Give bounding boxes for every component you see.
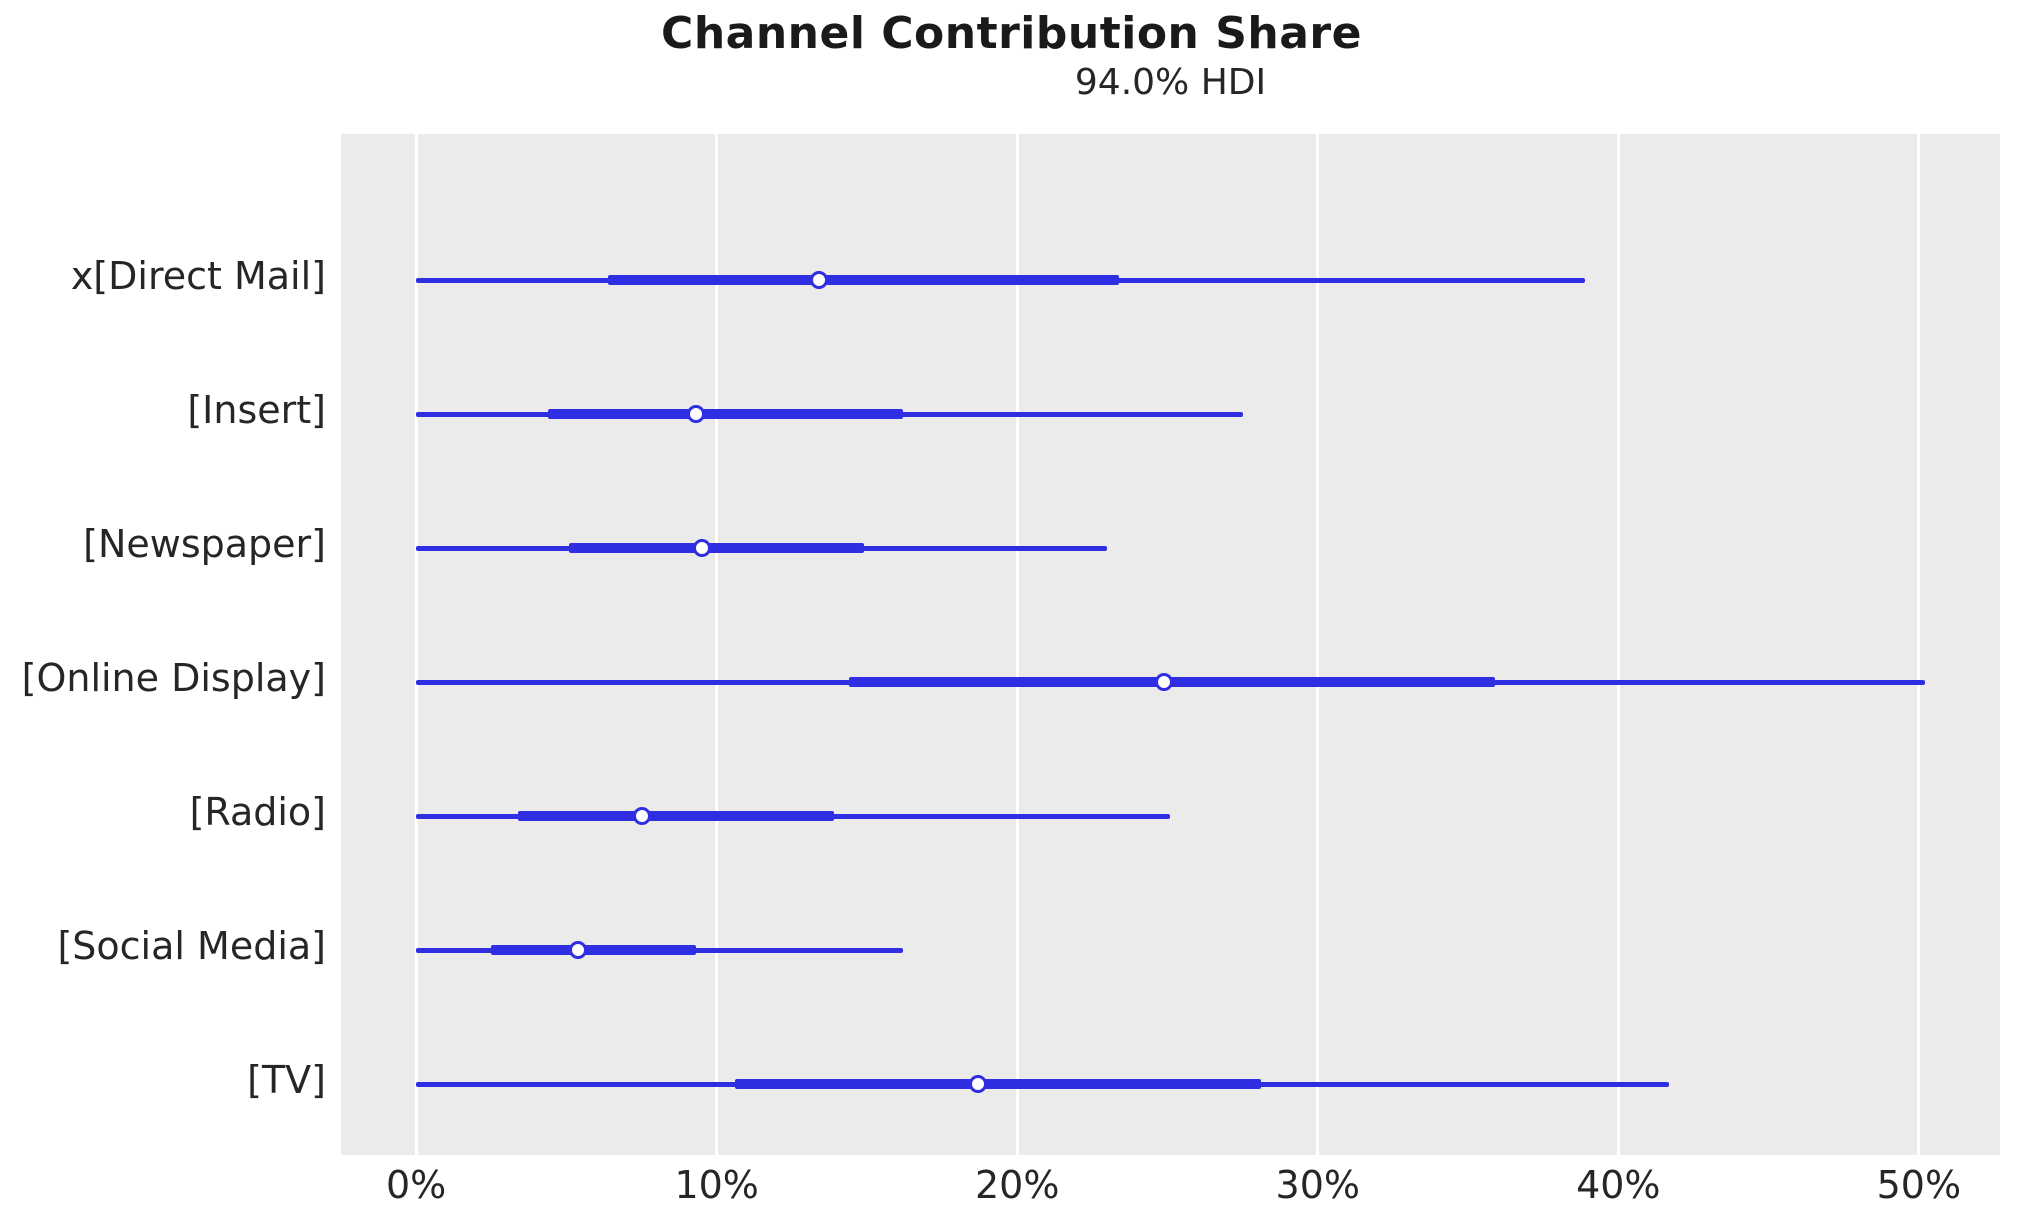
y-tick-label: [Social Media] (57, 924, 326, 968)
y-tick-label: [Radio] (189, 790, 326, 834)
quartile-line (734, 1079, 1261, 1089)
plot-area (341, 134, 2000, 1155)
median-marker (569, 941, 588, 959)
quartile-line (608, 275, 1120, 285)
y-tick-label: x[Direct Mail] (70, 254, 326, 298)
grid-line (1917, 134, 1921, 1155)
median-marker (1155, 673, 1174, 691)
quartile-line (518, 811, 834, 821)
x-tick-label: 0% (385, 1163, 447, 1207)
median-marker (686, 405, 705, 423)
median-marker (809, 271, 828, 289)
median-marker (969, 1075, 988, 1093)
y-tick-label: [Online Display] (21, 656, 326, 700)
x-tick-label: 30% (1275, 1163, 1360, 1207)
y-tick-label: [Insert] (187, 388, 326, 432)
median-marker (692, 539, 711, 557)
grid-line (715, 134, 719, 1155)
grid-line (1316, 134, 1320, 1155)
grid-line (1616, 134, 1620, 1155)
quartile-line (548, 409, 904, 419)
quartile-line (569, 543, 864, 553)
chart-title: Channel Contribution Share (661, 8, 1362, 59)
quartile-line (491, 945, 696, 955)
x-tick-label: 10% (674, 1163, 759, 1207)
y-tick-label: [Newspaper] (83, 522, 326, 566)
y-tick-label: [TV] (247, 1058, 326, 1102)
x-tick-label: 50% (1876, 1163, 1962, 1207)
chart-subtitle: 94.0% HDI (1074, 62, 1267, 103)
x-tick-label: 20% (974, 1163, 1060, 1207)
grid-line (414, 134, 418, 1155)
x-tick-label: 40% (1576, 1163, 1661, 1207)
grid-line (1015, 134, 1019, 1155)
median-marker (632, 807, 651, 825)
